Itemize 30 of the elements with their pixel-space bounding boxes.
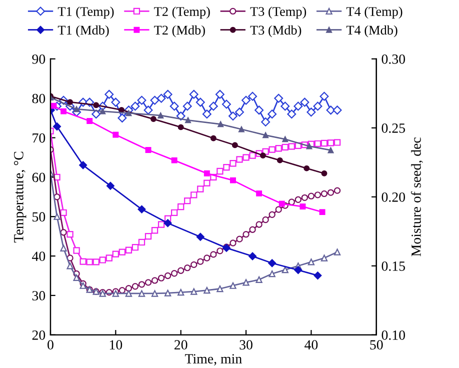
y-tick-label: 50 [32, 212, 46, 222]
y2-tick-label: 0.15 [382, 261, 406, 271]
x-tick-label: 20 [174, 340, 188, 350]
legend-label: T1 (Mdb) [58, 25, 109, 38]
legend-label: T2 (Temp) [154, 6, 210, 19]
y2-axis-title: Moisture of seed, dec [410, 138, 423, 256]
legend-label: T3 (Temp) [250, 6, 306, 19]
legend-label: T4 (Mdb) [346, 25, 398, 38]
y-tick-label: 80 [32, 94, 46, 104]
legend-label: T4 (Temp) [346, 6, 402, 19]
x-tick-label: 50 [370, 340, 383, 350]
y2-tick-label: 0.10 [382, 330, 406, 340]
y-tick-label: 60 [32, 172, 46, 182]
y-tick-label: 90 [32, 54, 46, 64]
y-tick-label: 30 [32, 291, 46, 300]
y2-tick-label: 0.25 [382, 123, 406, 133]
y-tick-label: 70 [32, 133, 46, 143]
x-tick-label: 30 [240, 340, 252, 350]
y-axis-title: Temperature, °C [14, 152, 26, 242]
y2-tick-label: 0.20 [382, 192, 406, 202]
legend-label: T3 (Mdb) [250, 25, 302, 38]
x-axis-title: Time, min [185, 354, 242, 366]
y-tick-label: 40 [32, 252, 46, 261]
x-tick-label: 0 [48, 340, 54, 350]
x-tick-label: 40 [304, 340, 318, 350]
legend-label: T2 (Mdb) [154, 25, 205, 38]
legend-label: T1 (Temp) [58, 6, 114, 19]
x-tick-label: 10 [110, 340, 122, 350]
y2-tick-label: 0.30 [382, 54, 406, 64]
y-tick-label: 20 [32, 330, 46, 340]
